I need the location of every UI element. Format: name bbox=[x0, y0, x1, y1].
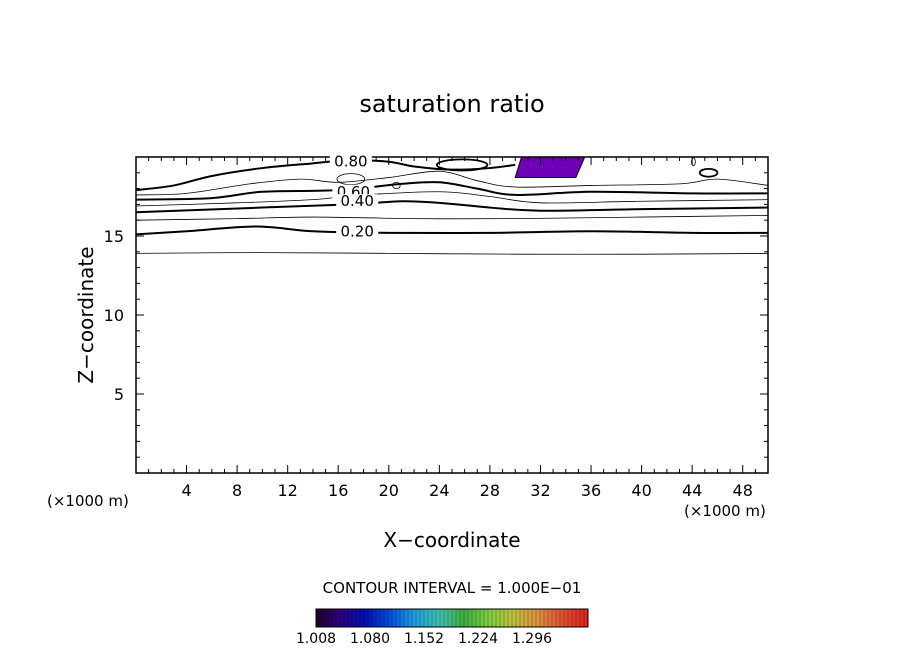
x-tick-label: 36 bbox=[581, 481, 601, 500]
colorbar-tick-label: 1.296 bbox=[512, 631, 552, 647]
shaded-region bbox=[514, 157, 586, 179]
closed-contour bbox=[435, 158, 489, 172]
closed-contour bbox=[691, 157, 696, 167]
x-tick-label: 16 bbox=[328, 481, 348, 500]
contour-interval-label: CONTOUR INTERVAL = 1.000E−01 bbox=[323, 579, 582, 597]
x-tick-label: 44 bbox=[682, 481, 702, 500]
x-tick-label: 28 bbox=[480, 481, 500, 500]
x-tick-label: 4 bbox=[181, 481, 191, 500]
contour-label-bg bbox=[336, 224, 379, 239]
colorbar-tick-label: 1.008 bbox=[296, 631, 336, 647]
y-tick-label: 15 bbox=[104, 227, 124, 246]
x-axis-label: X−coordinate bbox=[383, 528, 520, 552]
x-tick-label: 48 bbox=[733, 481, 753, 500]
contour-label: 0.40 bbox=[340, 192, 373, 210]
y-tick-label: 10 bbox=[104, 306, 124, 325]
contour-label: 0.20 bbox=[340, 222, 373, 240]
contour-line bbox=[136, 225, 768, 236]
x-tick-label: 32 bbox=[530, 481, 550, 500]
contour-label: 0.80 bbox=[334, 153, 367, 171]
x-unit-left: (×1000 m) bbox=[47, 492, 129, 510]
contour-line bbox=[136, 191, 768, 207]
x-tick-label: 12 bbox=[278, 481, 298, 500]
contour-line bbox=[136, 252, 768, 255]
contour-line bbox=[136, 170, 768, 196]
colorbar-tick-label: 1.152 bbox=[404, 631, 444, 647]
contour-line bbox=[136, 200, 768, 214]
x-unit-right: (×1000 m) bbox=[684, 502, 766, 520]
x-tick-label: 8 bbox=[232, 481, 242, 500]
contour-label-bg bbox=[329, 154, 372, 169]
contour-labels: 0.800.600.400.20 bbox=[329, 153, 379, 240]
x-tick-label: 24 bbox=[429, 481, 449, 500]
y-tick-label: 5 bbox=[114, 385, 124, 404]
colorbar: 1.008 1.080 1.152 1.224 1.296 bbox=[296, 608, 589, 647]
contour-layer bbox=[136, 157, 768, 255]
x-tick-label: 40 bbox=[631, 481, 651, 500]
chart-title: saturation ratio bbox=[359, 90, 544, 118]
closed-contour bbox=[698, 167, 719, 178]
contour-line bbox=[136, 215, 768, 221]
contour-label-bg bbox=[336, 194, 379, 209]
contour-line bbox=[136, 181, 768, 201]
x-tick-label: 20 bbox=[379, 481, 399, 500]
colorbar-tick-label: 1.080 bbox=[350, 631, 390, 647]
colorbar-tick-label: 1.224 bbox=[458, 631, 498, 647]
closed-contour bbox=[392, 181, 401, 189]
closed-contour bbox=[336, 173, 366, 186]
y-axis-label: Z−coordinate bbox=[74, 246, 98, 383]
